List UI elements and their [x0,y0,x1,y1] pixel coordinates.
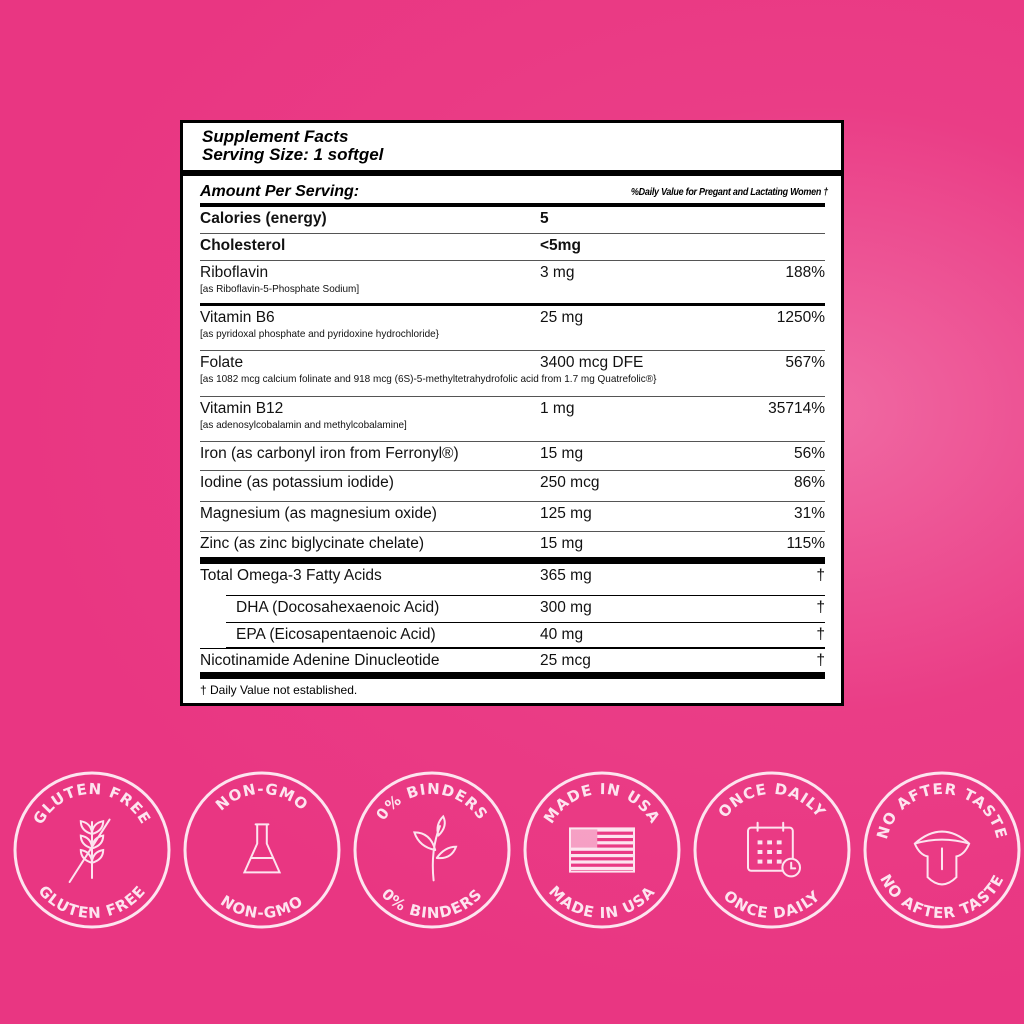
nutrient-row: Calories (energy) 5 [200,207,825,234]
badge-non-gmo: NON-GMO NON-GMO [183,771,341,929]
us-flag-icon [568,827,636,873]
nutrient-amount: 5 [540,210,549,227]
nutrient-name: Zinc (as zinc biglycinate chelate) [200,535,424,552]
nutrient-amount: 125 mg [540,505,592,522]
nutrient-amount: 250 mcg [540,474,600,491]
nutrient-daily-value: 1250% [776,309,825,326]
nutrient-amount: 300 mg [540,599,592,616]
nutrient-amount: 365 mg [540,567,592,584]
nutrient-row: Vitamin B6 [as pyridoxal phosphate and py… [200,306,825,351]
badge-made-in-usa: MADE IN USA MADE IN USA [523,771,681,929]
serving-size: Serving Size: 1 softgel [202,145,384,164]
nutrient-row: Zinc (as zinc biglycinate chelate) 15 mg 1… [200,532,825,564]
facts-title: Supplement Facts [202,127,349,146]
nutrient-amount: <5mg [540,237,581,254]
nutrient-name: Riboflavin [200,264,269,281]
svg-text:NON-GMO: NON-GMO [212,780,312,814]
svg-text:NO AFTER TASTE: NO AFTER TASTE [876,871,1007,922]
badge-label-top: NON-GMO [212,780,311,814]
nutrient-source: [as adenosylcobalamin and methylcobalami… [200,419,407,431]
nutrient-source: [as pyridoxal phosphate and pyridoxine h… [200,328,440,340]
nutrient-source: [as 1082 mcg calcium folinate and 918 mc… [200,373,657,385]
nutrient-name: Total Omega-3 Fatty Acids [200,567,382,584]
nutrient-source: [as Riboflavin-5-Phosphate Sodium] [200,283,360,295]
badge-gluten-free: GLUTEN FREE GLUTEN FREE [13,771,171,929]
nutrient-amount: 40 mg [540,626,584,643]
nutrient-amount: 3 mg [540,264,575,281]
nutrient-name: Iodine (as potassium iodide) [200,474,394,491]
nutrient-name: Vitamin B6 [200,309,275,326]
tongue-icon [913,830,971,886]
nutrient-row: Cholesterol <5mg [200,234,825,261]
badge-label-bottom: NO AFTER TASTE [876,871,1006,922]
supplement-facts-panel: Supplement Facts Serving Size: 1 softgel… [180,120,844,706]
nutrient-row: EPA (Eicosapentaenoic Acid) 40 mg † [200,623,825,649]
nutrient-row: Folate [as 1082 mcg calcium folinate and … [200,351,825,397]
flask-icon [242,823,282,874]
nutrient-amount: 1 mg [540,400,575,417]
nutrient-row: Riboflavin [as Riboflavin-5-Phosphate Sod… [200,261,825,306]
nutrient-daily-value: † [816,652,825,669]
nutrient-name: Iron (as carbonyl iron from Ferronyl®) [200,445,459,462]
nutrient-amount: 25 mg [540,309,584,326]
footnote: † Daily Value not established. [200,683,358,697]
nutrient-name: Calories (energy) [200,210,327,227]
badge-once-daily: ONCE DAILY ONCE DAILY [693,771,851,929]
amount-header: Amount Per Serving: %Daily Value for Pre… [200,181,828,207]
nutrient-name: Nicotinamide Adenine Dinucleotide [200,652,440,669]
nutrient-daily-value: 567% [785,354,825,371]
nutrient-daily-value: † [816,626,825,643]
nutrient-daily-value: † [816,567,825,584]
nutrient-row: Vitamin B12 [as adenosylcobalamin and met… [200,397,825,442]
nutrient-name: EPA (Eicosapentaenoic Acid) [236,626,436,643]
nutrient-daily-value: 35714% [768,400,825,417]
nutrient-daily-value: 31% [793,505,825,522]
calendar-clock-icon [746,821,802,878]
wheat-crossed-icon [68,818,111,884]
nutrient-row: Iodine (as potassium iodide) 250 mcg 86% [200,471,825,502]
nutrient-table: Calories (energy) 5 Cholesterol <5mg Ribofla… [200,207,825,679]
nutrient-name: Vitamin B12 [200,400,284,417]
nutrient-name: Cholesterol [200,237,286,254]
nutrient-daily-value: 86% [793,474,825,491]
nutrient-daily-value: 188% [785,264,825,281]
nutrient-row: Iron (as carbonyl iron from Ferronyl®) 15… [200,442,825,471]
nutrient-row: Magnesium (as magnesium oxide) 125 mg 31% [200,502,825,532]
svg-text:NON-GMO: NON-GMO [217,892,306,922]
daily-value-header: %Daily Value for Pregant and Lactating W… [630,186,828,198]
badges-row: GLUTEN FREE GLUTEN FREE NON-GMO NON-GMO … [13,771,1021,929]
leaf-sprout-icon [413,814,458,882]
nutrient-amount: 15 mg [540,445,584,462]
nutrient-name: Magnesium (as magnesium oxide) [200,505,437,522]
facts-header: Supplement Facts Serving Size: 1 softgel [183,123,841,176]
nutrient-amount: 15 mg [540,535,584,552]
nutrient-name: DHA (Docosahexaenoic Acid) [236,599,440,616]
nutrient-row: Total Omega-3 Fatty Acids 365 mg † [200,564,825,596]
nutrient-daily-value: † [816,599,825,616]
nutrient-name: Folate [200,354,244,371]
nutrient-amount: 25 mcg [540,652,591,669]
amount-per-serving: Amount Per Serving: [200,183,360,200]
row-divider [226,647,825,648]
badge-label-bottom: NON-GMO [217,892,305,922]
row-divider [226,595,825,596]
nutrient-daily-value: 115% [786,535,826,552]
nutrient-row: DHA (Docosahexaenoic Acid) 300 mg † [200,596,825,623]
row-divider [226,622,825,623]
nutrient-daily-value: 56% [793,445,825,462]
nutrient-amount: 3400 mcg DFE [540,354,644,371]
badge-no-after-taste: NO AFTER TASTE NO AFTER TASTE [863,771,1021,929]
nutrient-row: Nicotinamide Adenine Dinucleotide 25 mcg † [200,649,825,679]
badge-0-binders: 0% BINDERS 0% BINDERS [353,771,511,929]
